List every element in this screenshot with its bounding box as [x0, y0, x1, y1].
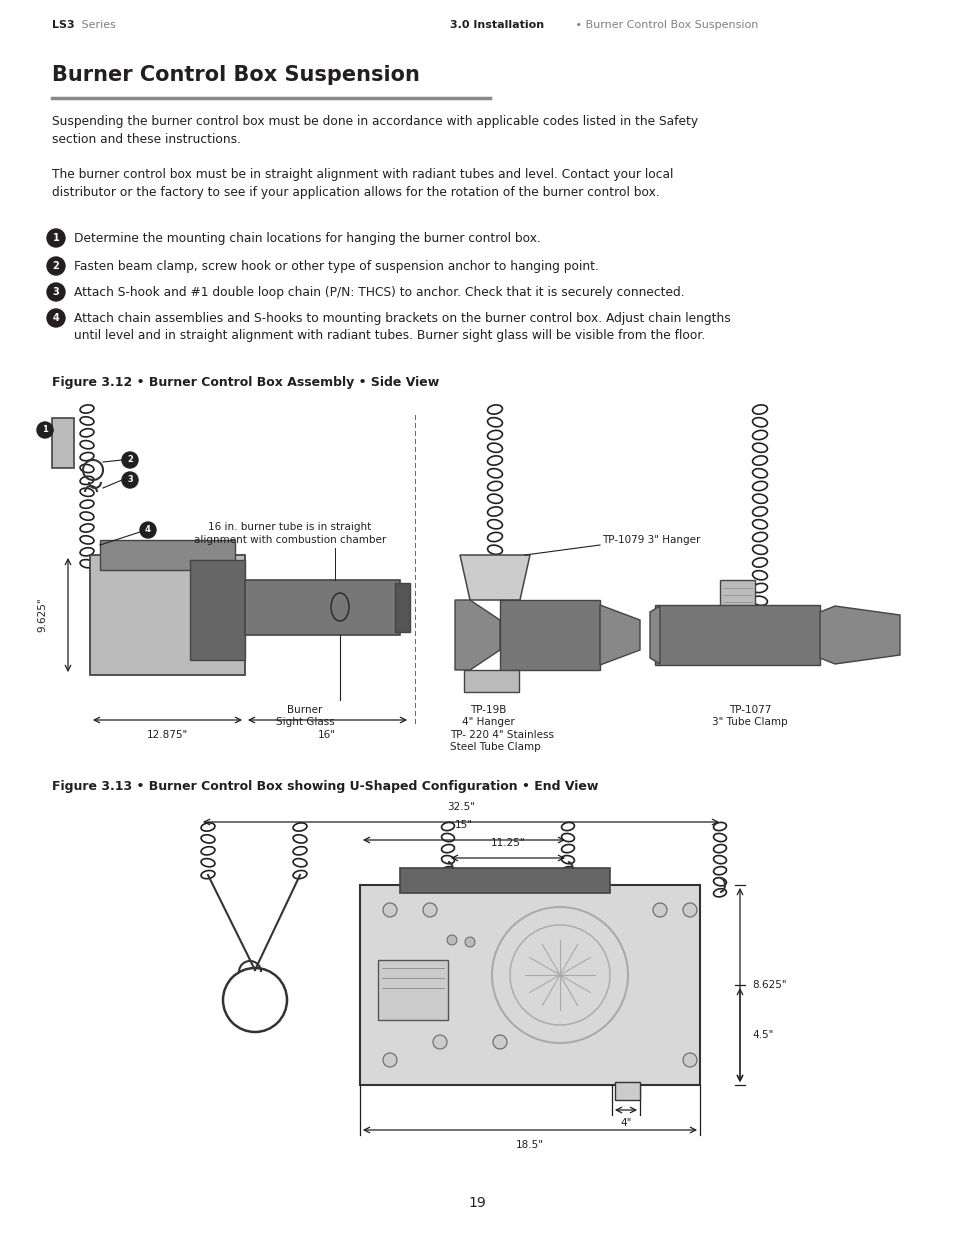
- Polygon shape: [459, 555, 530, 600]
- Text: 4: 4: [145, 526, 151, 535]
- Circle shape: [447, 935, 456, 945]
- Text: Determine the mounting chain locations for hanging the burner control box.: Determine the mounting chain locations f…: [74, 232, 540, 245]
- Polygon shape: [599, 605, 639, 664]
- Circle shape: [493, 1035, 506, 1049]
- Text: Figure 3.12 • Burner Control Box Assembly • Side View: Figure 3.12 • Burner Control Box Assembl…: [52, 375, 438, 389]
- Text: TP-1079 3" Hanger: TP-1079 3" Hanger: [601, 535, 700, 545]
- Text: 16": 16": [317, 730, 335, 740]
- FancyBboxPatch shape: [615, 1082, 639, 1100]
- FancyBboxPatch shape: [655, 605, 820, 664]
- FancyBboxPatch shape: [52, 417, 74, 468]
- Circle shape: [422, 903, 436, 918]
- Text: LS3: LS3: [52, 20, 74, 30]
- Circle shape: [464, 937, 475, 947]
- Text: 19: 19: [468, 1195, 485, 1210]
- Text: TP-19B
4" Hanger: TP-19B 4" Hanger: [461, 705, 514, 727]
- FancyBboxPatch shape: [463, 671, 518, 692]
- Text: TP-1077
3" Tube Clamp: TP-1077 3" Tube Clamp: [712, 705, 787, 727]
- Text: 16 in. burner tube is in straight
alignment with combustion chamber: 16 in. burner tube is in straight alignm…: [193, 522, 386, 545]
- FancyBboxPatch shape: [499, 600, 599, 671]
- Circle shape: [652, 903, 666, 918]
- Circle shape: [140, 522, 156, 538]
- Text: 12.875": 12.875": [146, 730, 188, 740]
- Text: 2: 2: [127, 456, 132, 464]
- Text: TP- 220 4" Stainless
Steel Tube Clamp: TP- 220 4" Stainless Steel Tube Clamp: [450, 730, 554, 752]
- Text: 3: 3: [52, 287, 59, 296]
- Text: 2: 2: [52, 261, 59, 270]
- Text: • Burner Control Box Suspension: • Burner Control Box Suspension: [572, 20, 758, 30]
- Circle shape: [382, 1053, 396, 1067]
- FancyBboxPatch shape: [720, 580, 754, 610]
- Circle shape: [433, 1035, 447, 1049]
- Circle shape: [682, 903, 697, 918]
- Text: Series: Series: [78, 20, 115, 30]
- Text: 11.25": 11.25": [490, 839, 525, 848]
- Text: Burner Control Box Suspension: Burner Control Box Suspension: [52, 65, 419, 85]
- Text: Fasten beam clamp, screw hook or other type of suspension anchor to hanging poin: Fasten beam clamp, screw hook or other t…: [74, 261, 598, 273]
- Text: 1: 1: [42, 426, 48, 435]
- Polygon shape: [455, 600, 499, 671]
- Text: Suspending the burner control box must be done in accordance with applicable cod: Suspending the burner control box must b…: [52, 115, 698, 146]
- Text: Burner
Sight Glass: Burner Sight Glass: [275, 705, 334, 727]
- FancyBboxPatch shape: [377, 960, 448, 1020]
- Polygon shape: [820, 606, 899, 664]
- Text: 3.0 Installation: 3.0 Installation: [450, 20, 543, 30]
- FancyBboxPatch shape: [399, 868, 609, 893]
- Circle shape: [682, 1053, 697, 1067]
- Text: Figure 3.13 • Burner Control Box showing U-Shaped Configuration • End View: Figure 3.13 • Burner Control Box showing…: [52, 781, 598, 793]
- Text: 15": 15": [455, 820, 473, 830]
- Text: 9.625": 9.625": [37, 598, 47, 632]
- Polygon shape: [649, 606, 659, 664]
- Circle shape: [122, 452, 138, 468]
- Text: 18.5": 18.5": [516, 1140, 543, 1150]
- FancyBboxPatch shape: [100, 540, 234, 571]
- Circle shape: [47, 228, 65, 247]
- Circle shape: [47, 309, 65, 327]
- FancyBboxPatch shape: [90, 555, 245, 676]
- Text: 4": 4": [619, 1118, 631, 1128]
- Text: 3: 3: [127, 475, 132, 484]
- FancyBboxPatch shape: [359, 885, 700, 1086]
- Text: 4.5": 4.5": [751, 1030, 773, 1040]
- Circle shape: [37, 422, 53, 438]
- Text: 32.5": 32.5": [447, 802, 475, 811]
- Circle shape: [47, 257, 65, 275]
- Circle shape: [382, 903, 396, 918]
- FancyBboxPatch shape: [190, 559, 245, 659]
- Text: 8.625": 8.625": [751, 981, 786, 990]
- Text: The burner control box must be in straight alignment with radiant tubes and leve: The burner control box must be in straig…: [52, 168, 673, 199]
- Circle shape: [47, 283, 65, 301]
- Text: Attach S-hook and #1 double loop chain (P/N: THCS) to anchor. Check that it is s: Attach S-hook and #1 double loop chain (…: [74, 287, 684, 299]
- Text: 1: 1: [52, 233, 59, 243]
- Text: 4: 4: [52, 312, 59, 324]
- Circle shape: [122, 472, 138, 488]
- FancyBboxPatch shape: [395, 583, 410, 632]
- Text: Attach chain assemblies and S-hooks to mounting brackets on the burner control b: Attach chain assemblies and S-hooks to m…: [74, 312, 730, 342]
- FancyBboxPatch shape: [245, 580, 399, 635]
